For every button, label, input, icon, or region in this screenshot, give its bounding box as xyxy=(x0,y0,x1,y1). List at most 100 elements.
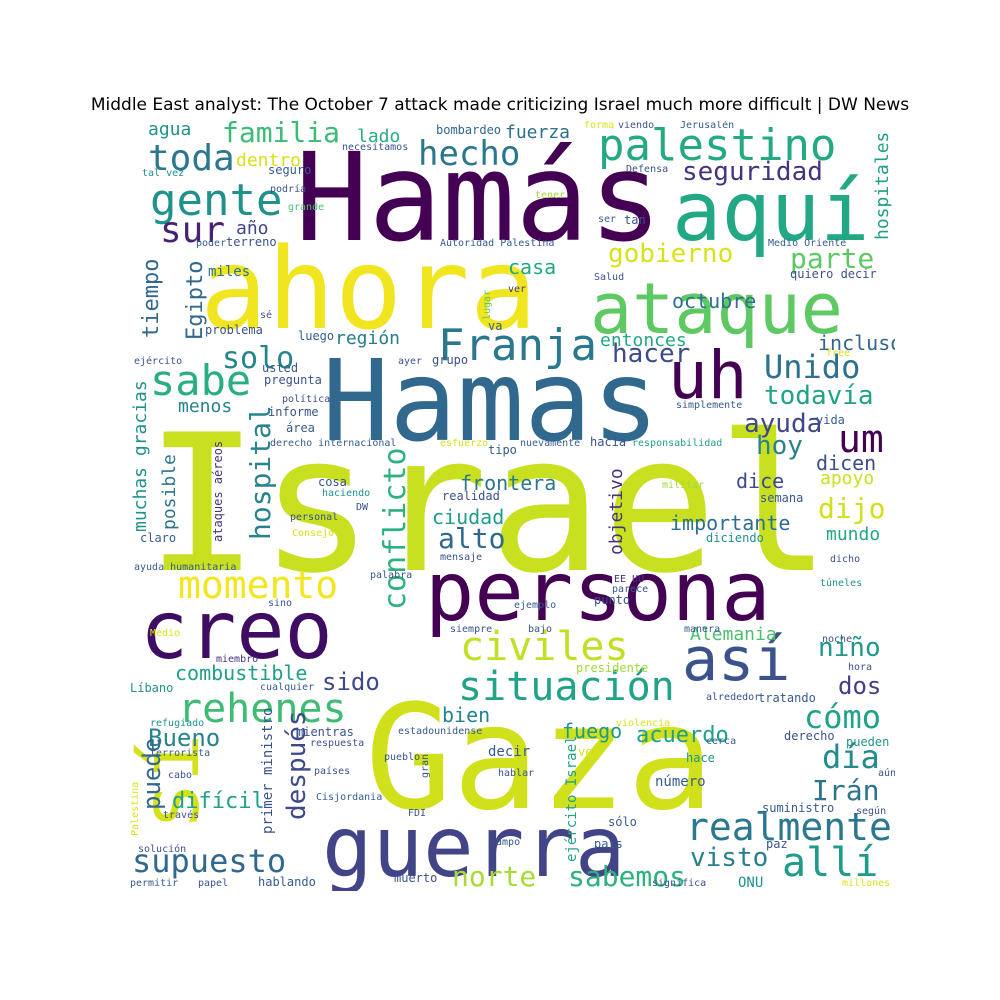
word-89: bombardeo xyxy=(436,123,501,137)
word-139: diciendo xyxy=(706,531,764,545)
word-125: responsabilidad xyxy=(632,438,722,449)
word-110: va xyxy=(488,319,502,333)
word-48: visto xyxy=(690,843,768,873)
word-9: creo xyxy=(140,584,333,677)
word-151: bajo xyxy=(528,624,552,635)
word-7: aquí xyxy=(672,165,869,260)
word-98: grande xyxy=(288,202,324,213)
word-198: millones xyxy=(842,878,890,889)
word-142: palabra xyxy=(370,570,412,581)
word-40: día xyxy=(822,738,880,776)
figure-title: Middle East analyst: The October 7 attac… xyxy=(90,95,910,115)
word-12: así xyxy=(682,625,790,695)
word-71: agua xyxy=(148,121,191,140)
word-24: allí xyxy=(782,840,878,886)
word-113: ejército xyxy=(134,355,182,367)
word-23: realmente xyxy=(686,805,892,849)
word-54: acuerdo xyxy=(636,723,729,748)
word-16: momento xyxy=(178,563,338,607)
word-197: significa xyxy=(652,878,706,889)
word-156: presidente xyxy=(576,661,648,675)
word-50: difícil xyxy=(172,789,265,814)
word-158: Líbano xyxy=(130,681,173,695)
word-59: dicen xyxy=(816,451,876,475)
word-51: combustible xyxy=(175,661,307,685)
word-192: ONU xyxy=(738,875,763,891)
word-148: sino xyxy=(268,598,292,609)
word-80: conflicto xyxy=(378,447,413,610)
word-42: niño xyxy=(818,633,881,663)
word-180: cabo xyxy=(168,770,192,781)
word-79: hospital xyxy=(244,405,277,540)
word-70: dentro xyxy=(236,150,301,171)
word-108: ver xyxy=(508,284,526,295)
word-152: manera xyxy=(684,624,720,635)
word-135: DW xyxy=(356,502,369,513)
word-94: Defensa xyxy=(626,164,668,175)
word-190: campo xyxy=(490,837,520,848)
word-3: ahora xyxy=(200,225,537,355)
word-0: Israel xyxy=(145,394,831,615)
word-174: hace xyxy=(686,751,715,765)
word-65: entonces xyxy=(600,330,687,351)
word-2: Hamás xyxy=(295,127,662,269)
word-81: después xyxy=(282,710,312,820)
word-27: civiles xyxy=(460,624,629,670)
word-177: hablar xyxy=(498,768,534,779)
word-99: tener xyxy=(535,190,565,201)
word-123: nuevamente xyxy=(520,438,580,449)
word-35: todavía xyxy=(764,381,874,411)
word-109: lugar xyxy=(482,290,493,320)
word-143: EE UU xyxy=(614,574,644,585)
word-95: tal vez xyxy=(142,168,184,179)
word-44: sido xyxy=(322,668,380,696)
word-60: apoyo xyxy=(820,468,874,489)
word-22: um xyxy=(838,417,884,461)
word-18: hecho xyxy=(418,134,520,174)
word-37: hoy xyxy=(756,431,803,461)
word-128: free xyxy=(826,348,850,359)
word-32: familia xyxy=(222,121,340,149)
word-62: Alemania xyxy=(690,624,777,645)
word-165: cerca xyxy=(706,736,736,747)
word-133: militar xyxy=(662,480,704,491)
word-106: quiero decir xyxy=(790,267,877,281)
word-5: persona xyxy=(425,545,771,640)
word-29: Unido xyxy=(764,348,860,386)
word-55: fuego xyxy=(562,719,622,743)
word-45: Bueno xyxy=(148,724,220,752)
word-136: personal xyxy=(290,512,338,523)
word-82: puede xyxy=(138,738,166,810)
word-34: hacer xyxy=(612,339,690,369)
word-101: tan xyxy=(624,213,646,227)
word-193: permitir xyxy=(130,878,178,889)
word-20: sur xyxy=(160,210,225,251)
word-58: dice xyxy=(736,469,784,493)
word-91: forma xyxy=(584,121,614,131)
word-191: país xyxy=(594,837,623,851)
word-21: solo xyxy=(222,341,294,376)
word-93: Jerusalén xyxy=(680,121,734,131)
word-164: violencia xyxy=(616,718,670,729)
word-31: seguridad xyxy=(682,157,823,187)
word-69: lado xyxy=(357,126,400,147)
word-47: sabemos xyxy=(568,860,686,891)
word-83: muchas gracias xyxy=(130,380,151,532)
word-13: palestino xyxy=(598,121,836,171)
word-122: esfuerzo xyxy=(440,438,488,449)
word-188: paz xyxy=(766,837,788,851)
word-111: sé xyxy=(260,309,272,321)
word-75: miles xyxy=(208,264,250,280)
word-15: gente xyxy=(150,175,282,226)
word-53: ciudad xyxy=(432,505,504,529)
word-176: países xyxy=(314,765,350,777)
word-131: haciendo xyxy=(322,488,370,499)
word-39: cómo xyxy=(804,698,881,736)
word-149: ejemplo xyxy=(514,600,556,611)
word-167: mientras xyxy=(296,725,354,739)
word-112: luego xyxy=(298,329,334,343)
word-141: ayuda humanitaria xyxy=(134,562,236,573)
word-196: muerto xyxy=(394,871,437,885)
word-171: pueden xyxy=(846,735,889,749)
word-64: casa xyxy=(508,255,556,279)
